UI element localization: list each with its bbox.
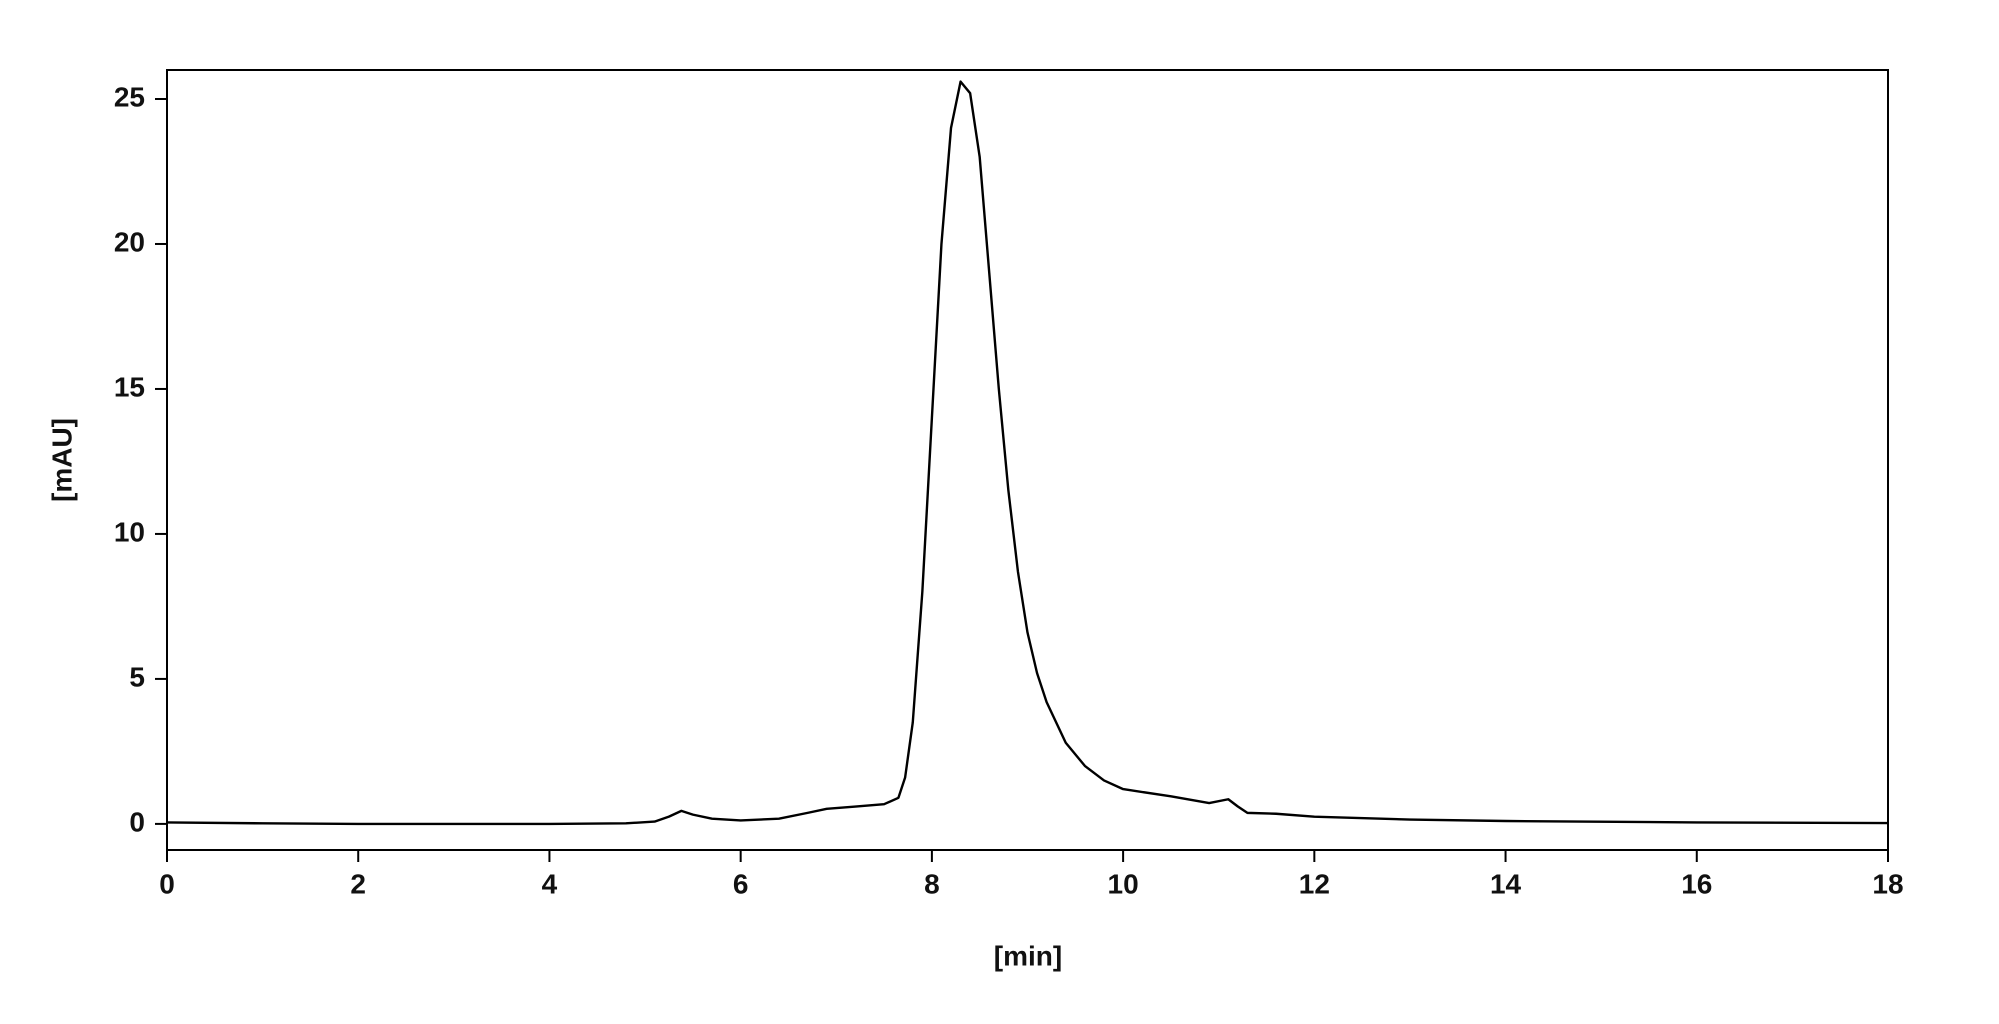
plot-frame <box>166 69 1889 851</box>
y-axis-label: [mAU] <box>46 418 77 502</box>
signal-line <box>166 80 1889 826</box>
x-tick-label: 10 <box>1108 868 1139 899</box>
x-tick-label: 4 <box>542 868 558 899</box>
y-tick-label: 25 <box>114 81 145 112</box>
x-tick-label: 6 <box>733 868 749 899</box>
x-tick-label: 0 <box>159 868 175 899</box>
x-tick-label: 8 <box>924 868 940 899</box>
x-tick-label: 14 <box>1490 868 1522 899</box>
x-tick-label: 18 <box>1872 868 1903 899</box>
y-tick-label: 20 <box>114 226 145 257</box>
y-tick-label: 0 <box>129 806 145 837</box>
x-tick-label: 2 <box>350 868 366 899</box>
x-tick-label: 16 <box>1681 868 1712 899</box>
y-tick-label: 15 <box>114 371 145 402</box>
x-tick-label: 12 <box>1299 868 1330 899</box>
y-tick-label: 10 <box>114 516 145 547</box>
y-tick-label: 5 <box>129 661 145 692</box>
x-axis-label: [min] <box>994 940 1062 971</box>
